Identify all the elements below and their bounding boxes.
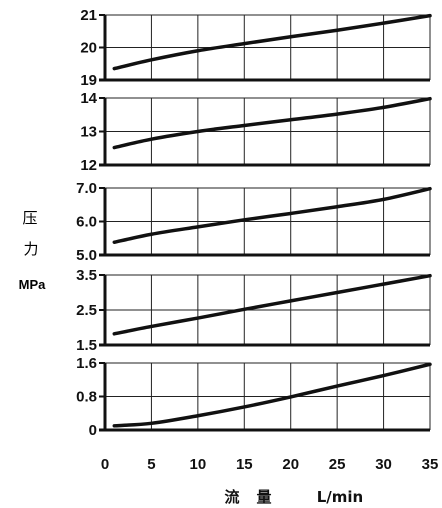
- y-axis-label-char-2: 力: [23, 240, 38, 258]
- x-tick-label: 0: [101, 456, 109, 473]
- y-tick-label: 5.0: [76, 247, 97, 264]
- x-tick-label: 25: [329, 456, 346, 473]
- panel-1: 21 20 19: [80, 7, 432, 89]
- x-tick-label: 15: [236, 456, 253, 473]
- y-tick-label: 3.5: [76, 267, 97, 284]
- y-tick-label: 1.5: [76, 337, 97, 354]
- panel-4-series-line: [112, 273, 432, 336]
- panel-2: 14 13 12: [80, 90, 432, 174]
- y-tick-label: 2.5: [76, 302, 97, 319]
- x-tick-label: 10: [190, 456, 207, 473]
- y-tick-label: 0.8: [76, 389, 97, 406]
- y-tick-label: 6.0: [76, 214, 97, 231]
- x-tick-label: 35: [422, 456, 439, 473]
- y-axis-label-char-1: 压: [22, 209, 37, 227]
- y-axis-label-unit: MPa: [19, 277, 47, 292]
- y-tick-label: 13: [80, 124, 97, 141]
- x-axis-label-char-2: 量: [256, 488, 271, 506]
- panel-3-grid: [105, 187, 431, 255]
- x-axis-label-char-1: 流: [224, 488, 239, 506]
- y-tick-label: 21: [80, 7, 97, 24]
- panel-4-grid: [105, 274, 431, 345]
- x-axis-ticks: 0 5 10 15 20 25 30 35: [101, 456, 439, 473]
- y-tick-label: 20: [80, 40, 97, 57]
- x-tick-label: 20: [282, 456, 299, 473]
- panel-5: 1.6 0.8 0: [76, 355, 432, 439]
- y-tick-label: 14: [80, 90, 97, 107]
- x-tick-label: 5: [147, 456, 155, 473]
- panel-1-grid: [105, 14, 431, 80]
- panel-2-series-line: [112, 96, 432, 150]
- panel-4: 3.5 2.5 1.5: [76, 267, 432, 354]
- y-tick-label: 7.0: [76, 180, 97, 197]
- y-tick-label: 12: [80, 157, 97, 174]
- x-tick-label: 30: [375, 456, 392, 473]
- panel-5-series-line: [112, 362, 432, 428]
- x-axis-label-unit: L/min: [317, 488, 364, 506]
- panel-3-series-line: [112, 186, 432, 245]
- panel-3: 7.0 6.0 5.0: [76, 180, 432, 264]
- y-tick-label: 19: [80, 72, 97, 89]
- y-tick-label: 0: [89, 422, 97, 439]
- y-tick-label: 1.6: [76, 355, 97, 372]
- panel-1-series-line: [112, 13, 432, 71]
- panel-2-grid: [105, 97, 431, 165]
- panel-5-grid: [105, 362, 431, 430]
